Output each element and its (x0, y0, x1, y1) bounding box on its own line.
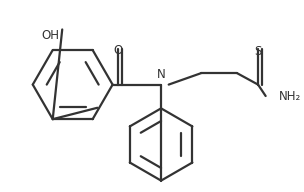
Text: S: S (254, 45, 262, 58)
Text: N: N (157, 68, 165, 81)
Text: OH: OH (42, 29, 60, 42)
Text: O: O (114, 44, 123, 57)
Text: NH₂: NH₂ (279, 89, 301, 103)
